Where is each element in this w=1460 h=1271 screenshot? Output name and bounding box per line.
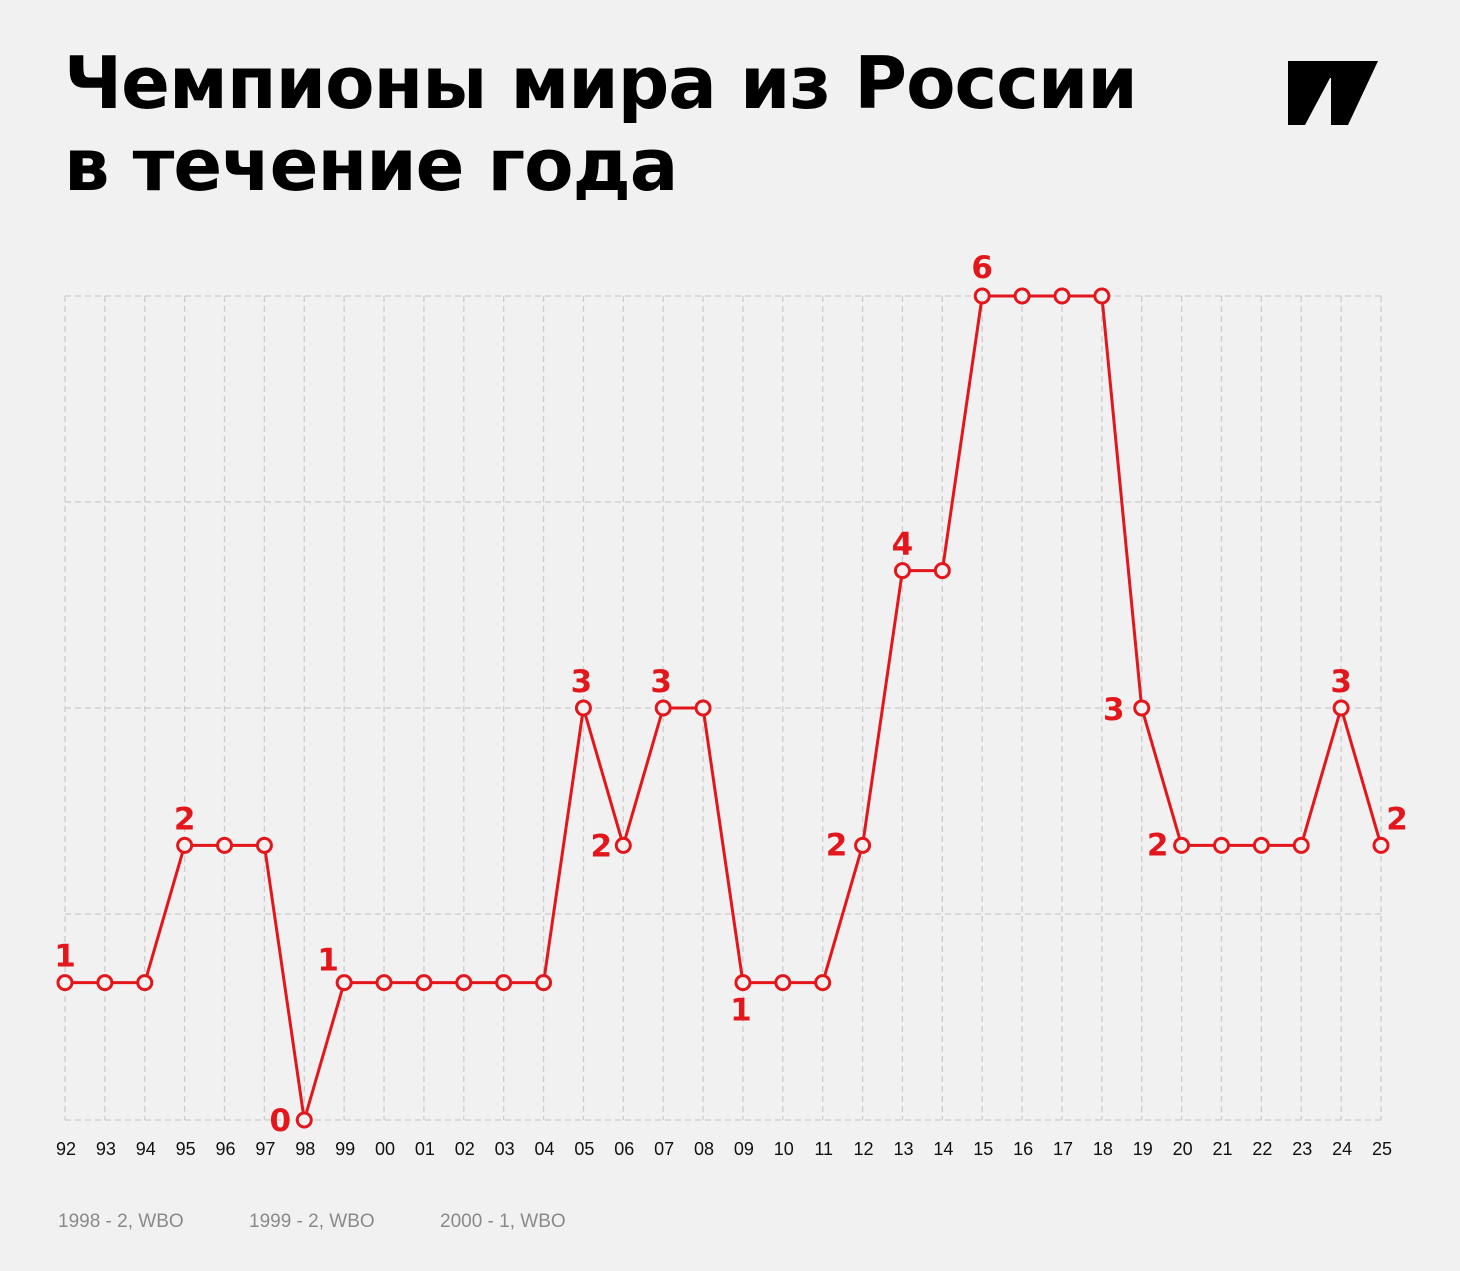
x-tick-label: 02 [455,1139,475,1159]
data-label-99: 1 [317,943,339,979]
data-point-01 [415,974,433,992]
data-label-19: 3 [1103,692,1125,728]
data-point-23 [1292,836,1310,854]
x-tick-label: 20 [1173,1139,1193,1159]
x-tick-label: 92 [56,1139,76,1159]
data-label-20: 2 [1147,827,1169,863]
title-line-1: Чемпионы мира из России [64,41,1138,125]
data-point-00 [375,974,393,992]
footnote-2: 1999 - 2, WBO [249,1211,375,1232]
data-label-98: 0 [269,1103,291,1139]
data-point-09 [734,974,752,992]
x-tick-label: 93 [96,1139,116,1159]
data-point-02 [455,974,473,992]
data-point-98 [295,1111,313,1129]
x-tick-label: 95 [176,1139,196,1159]
x-tick-label: 98 [295,1139,315,1159]
x-tick-label: 17 [1053,1139,1073,1159]
data-label-12: 2 [826,827,848,863]
title-line-2: в течение года [64,123,678,207]
chart-title: Чемпионы мира из России в течение года [64,41,1138,207]
data-point-13 [893,562,911,580]
data-point-94 [136,974,154,992]
x-tick-label: 15 [973,1139,993,1159]
x-tick-label: 09 [734,1139,754,1159]
data-point-22 [1252,836,1270,854]
data-point-25 [1372,836,1390,854]
data-label-15: 6 [971,250,993,286]
data-point-07 [654,699,672,717]
x-tick-label: 11 [814,1139,833,1159]
x-tick-label: 05 [574,1139,594,1159]
data-label-13: 4 [892,527,914,563]
data-label-24: 3 [1330,664,1352,700]
data-label-09: 1 [730,993,752,1029]
data-point-24 [1332,699,1350,717]
x-tick-label: 00 [375,1139,395,1159]
data-point-21 [1212,836,1230,854]
x-tick-label: 06 [614,1139,634,1159]
data-point-93 [96,974,114,992]
x-tick-label: 10 [774,1139,794,1159]
data-point-97 [255,836,273,854]
data-label-07: 3 [650,664,672,700]
series-line [65,294,1383,1122]
data-point-03 [495,974,513,992]
data-point-18 [1093,287,1111,305]
x-tick-label: 97 [255,1139,275,1159]
x-tick-label: 21 [1212,1139,1232,1159]
x-tick-label: 08 [694,1139,714,1159]
x-tick-label: 14 [933,1139,953,1159]
x-tick-label: 24 [1332,1139,1352,1159]
x-tick-label: 03 [495,1139,515,1159]
data-point-20 [1173,836,1191,854]
x-tick-label: 22 [1252,1139,1272,1159]
data-point-10 [774,974,792,992]
data-point-05 [574,699,592,717]
data-point-92 [56,974,74,992]
data-point-04 [535,974,553,992]
data-point-11 [814,974,832,992]
data-point-99 [335,974,353,992]
data-label-05: 3 [571,664,593,700]
publisher-logo-icon [1288,61,1378,125]
x-tick-label: 04 [535,1139,555,1159]
data-label-25: 2 [1386,801,1408,837]
data-point-16 [1013,287,1031,305]
data-label-92: 1 [54,939,76,975]
data-point-14 [933,562,951,580]
data-point-06 [614,836,632,854]
footnote-3: 2000 - 1, WBO [440,1211,566,1232]
x-tick-label: 96 [215,1139,235,1159]
data-point-95 [176,836,194,854]
data-point-15 [973,287,991,305]
x-tick-label: 99 [335,1139,355,1159]
x-tick-label: 07 [654,1139,674,1159]
data-point-08 [694,699,712,717]
x-tick-label: 16 [1013,1139,1033,1159]
x-tick-label: 94 [136,1139,156,1159]
data-point-17 [1053,287,1071,305]
data-label-06: 2 [591,828,613,864]
footnote-1: 1998 - 2, WBO [58,1211,184,1232]
data-label-95: 2 [174,801,196,837]
x-tick-label: 23 [1292,1139,1312,1159]
x-tick-label: 12 [854,1139,874,1159]
data-point-19 [1133,699,1151,717]
x-tick-label: 25 [1372,1139,1392,1159]
data-point-96 [216,836,234,854]
x-tick-label: 19 [1133,1139,1153,1159]
data-point-12 [854,836,872,854]
x-tick-label: 18 [1093,1139,1113,1159]
x-tick-label: 13 [893,1139,913,1159]
x-tick-label: 01 [415,1139,435,1159]
